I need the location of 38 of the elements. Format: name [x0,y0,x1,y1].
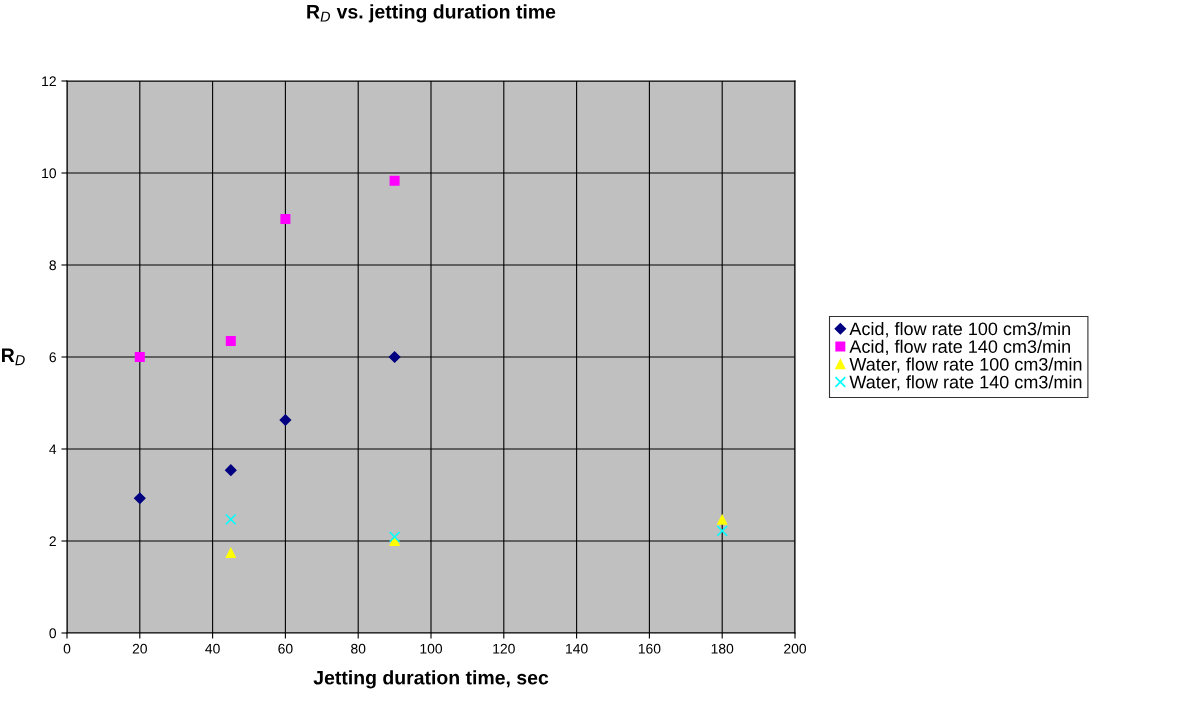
chart-title: R$_{D}$ vs. jetting duration time [307,4,556,23]
point [389,535,400,547]
x-tick-label: 160 [638,643,661,654]
point [225,547,236,558]
x-tick-label: 100 [420,643,443,654]
point [134,492,146,504]
x-tick-label: 200 [784,643,807,654]
point [389,175,400,186]
point [717,514,728,525]
point [225,513,237,526]
point [388,351,401,363]
point [716,525,728,537]
y-tick-label: 12 [42,76,56,87]
x-tick-label: 140 [566,643,588,654]
y-tick-label: 0 [49,628,57,639]
legend-label: Acid, flow rate 140 cm3/min [849,339,1070,356]
point [225,464,237,476]
y-tick-label: 8 [49,260,56,271]
x-tick-label: 0 [63,643,71,654]
x-tick-label: 60 [278,643,293,654]
x-tick-label: 20 [132,643,147,654]
x-axis-title: Jetting duration time, sec [313,670,549,689]
legend-label: Water, flow rate 140 cm3/min [849,375,1082,391]
x-tick-label: 180 [711,643,734,654]
x-tick-label: 120 [493,643,515,654]
point [280,213,291,225]
x-tick-label: 40 [205,643,220,654]
point [279,414,292,426]
legend-label: Acid, flow rate 100 cm3/min [849,321,1070,338]
x-tick-label: 80 [351,643,366,654]
y-tick-label: 6 [49,352,56,363]
legend-label: Water, flow rate 100 cm3/min [849,357,1082,373]
y-axis-title: R$_{D}$ [2,348,25,366]
y-tick-label: 10 [42,168,57,179]
y-tick-label: 4 [49,444,57,455]
point [225,335,236,346]
point [134,351,145,363]
y-tick-label: 2 [49,536,56,547]
